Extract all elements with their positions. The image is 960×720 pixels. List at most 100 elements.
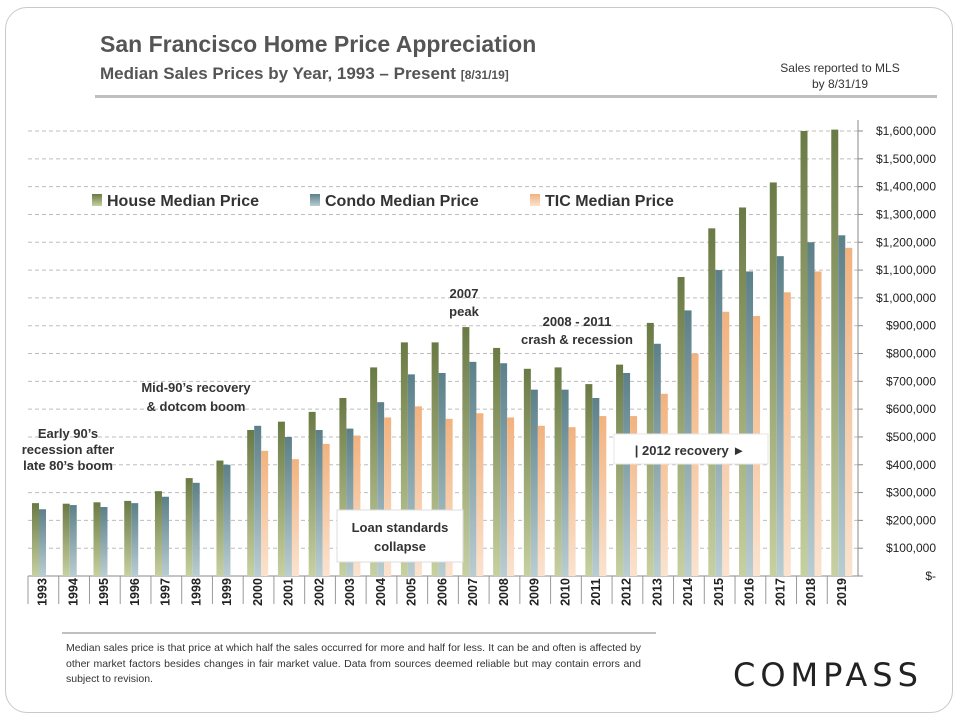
slide-frame [5,7,953,713]
bar-house [523,368,531,576]
annotation-early-90s: late 80’s boom [23,458,113,473]
bar-house [124,500,132,576]
y-tick-label: $900,000 [886,319,936,333]
x-tick-label: 1999 [220,578,234,606]
x-tick-label: 2017 [773,578,787,606]
bar-tic [476,413,484,576]
bar-house [339,398,347,576]
legend-label: House Median Price [107,193,259,210]
bar-condo [561,389,569,576]
y-tick-label: $1,500,000 [876,152,936,166]
bar-house [462,327,470,576]
compass-logo: COMPASS [733,656,923,694]
y-tick-label: $100,000 [886,541,936,555]
bar-house [277,421,285,576]
bar-condo [39,509,46,576]
bar-condo [315,429,323,576]
footer-disclaimer: Median sales price is that price at whic… [66,642,641,685]
x-tick-label: 2016 [743,578,757,606]
annotation-crash-recession: 2008 - 2011 [543,314,612,329]
bar-tic [568,427,576,576]
bar-tic [291,459,299,576]
x-tick-label: 1995 [97,578,111,606]
bar-tic [353,435,361,576]
y-tick-label: $1,000,000 [876,291,936,305]
bar-tic [507,417,515,576]
bar-tic [783,292,791,576]
bar-house [185,478,193,576]
x-tick-label: 2018 [804,578,818,606]
x-tick-label: 2000 [251,578,265,606]
bar-condo [500,363,508,576]
bar-tic [814,271,822,576]
y-tick-label: $200,000 [886,513,936,527]
y-tick-label: $1,300,000 [876,207,936,221]
bar-condo [69,505,77,576]
bar-condo [223,464,231,576]
x-tick-label: 2012 [620,578,634,606]
legend-swatch [310,194,320,206]
bar-house [308,411,316,576]
bar-condo [438,372,446,576]
bar-condo [469,361,477,576]
bar-tic [660,393,668,576]
bar-tic [599,416,607,576]
x-tick-label: 2008 [497,578,511,606]
bar-condo [346,428,354,576]
annotation-mid-90s: & dotcom boom [147,399,246,414]
bar-house [93,502,101,576]
y-tick-label: $1,100,000 [876,263,936,277]
y-tick-label: $300,000 [886,486,936,500]
annotation-early-90s: recession after [22,442,115,457]
x-tick-label: 1998 [189,578,203,606]
bar-condo [530,389,538,576]
source-note-line1: Sales reported to MLS [780,61,900,75]
bar-tic [445,418,453,576]
header-rule [95,95,937,98]
annotation-2007-peak: peak [449,304,479,319]
x-tick-label: 1994 [66,578,80,606]
source-note-line2: by 8/31/19 [811,77,869,91]
bar-tic [630,416,638,576]
legend-label: TIC Median Price [545,193,674,210]
x-tick-label: 2005 [405,578,419,606]
legend-swatch [92,194,102,206]
bar-house [800,131,808,576]
y-tick-label: $400,000 [886,458,936,472]
y-tick-label: $1,400,000 [876,180,936,194]
bar-condo [100,507,108,576]
bar-condo [715,270,723,576]
bar-tic [537,425,545,576]
annotation-early-90s: Early 90’s [38,426,98,441]
legend-swatch [530,194,540,206]
bar-condo [623,372,631,576]
y-tick-label: $800,000 [886,347,936,361]
x-tick-label: 2014 [681,578,695,606]
x-tick-label: 2003 [343,578,357,606]
x-tick-label: 2013 [650,578,664,606]
bar-house [493,347,501,576]
bar-condo [192,482,200,576]
bar-tic [691,353,699,576]
bar-condo [254,425,262,576]
bar-house [554,367,562,576]
bar-house [400,342,408,576]
x-tick-label: 1997 [159,578,173,606]
annotation-2007-peak: 2007 [450,286,479,301]
annotation-loan-standards: Loan standards [352,520,449,535]
bar-tic [845,247,853,576]
y-tick-label: $1,200,000 [876,235,936,249]
x-tick-label: 2015 [712,578,726,606]
bar-house [62,503,70,576]
x-tick-label: 1993 [36,578,50,606]
bar-house [585,384,593,576]
x-tick-label: 1996 [128,578,142,606]
bar-house [216,460,224,576]
legend-label: Condo Median Price [325,193,479,210]
bar-house [154,491,162,576]
y-tick-label: $- [925,569,936,583]
annotation-2012-recovery: | 2012 recovery ► [635,443,745,458]
x-tick-label: 2007 [466,578,480,606]
bar-house [370,367,378,576]
